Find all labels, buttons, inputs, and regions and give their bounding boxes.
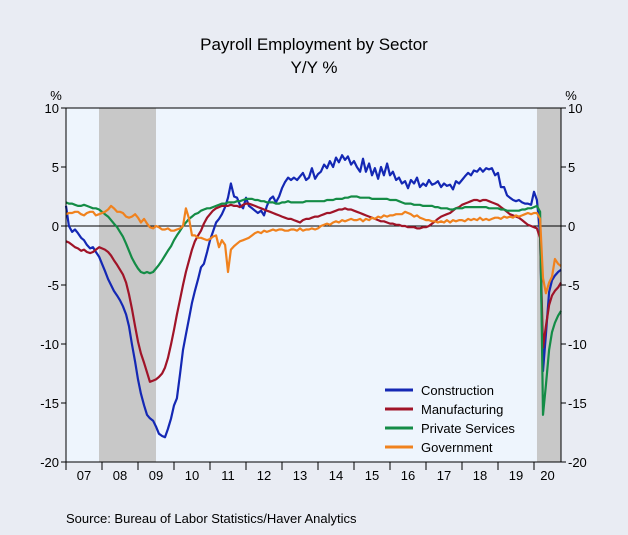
- y-tick-label-left: -15: [40, 396, 59, 411]
- y-tick-label-right: -10: [568, 337, 587, 352]
- legend-label-private-services: Private Services: [421, 421, 515, 436]
- legend: Construction Manufacturing Private Service…: [385, 383, 515, 455]
- y-tick-label-right: 5: [568, 160, 575, 175]
- series-line-private-services: [65, 195, 562, 416]
- y-tick-label-right: -15: [568, 396, 587, 411]
- x-tick-label: 19: [509, 468, 523, 483]
- x-tick-label: 11: [221, 468, 235, 483]
- y-tick-label-left: 5: [52, 160, 59, 175]
- x-tick-label: 17: [437, 468, 451, 483]
- x-tick-label: 16: [401, 468, 415, 483]
- legend-label-construction: Construction: [421, 383, 494, 398]
- x-tick-label: 13: [293, 468, 307, 483]
- y-tick-label-right: 0: [568, 219, 575, 234]
- y-tick-label-left: 0: [52, 219, 59, 234]
- y-tick-label-left: -5: [47, 278, 59, 293]
- legend-label-manufacturing: Manufacturing: [421, 402, 503, 417]
- x-tick-label: 15: [365, 468, 379, 483]
- series-line-construction: [64, 154, 562, 439]
- x-tick-label: 07: [77, 468, 91, 483]
- x-tick-label: 18: [473, 468, 487, 483]
- y-axis-left-unit: %: [50, 88, 62, 103]
- y-tick-label-right: 10: [568, 101, 582, 116]
- x-tick-label: 08: [113, 468, 127, 483]
- chart-subtitle: Y/Y %: [291, 58, 338, 77]
- source-note: Source: Bureau of Labor Statistics/Haver…: [66, 511, 357, 526]
- x-tick-label: 20: [540, 468, 554, 483]
- x-tick-label: 10: [185, 468, 199, 483]
- y-axis-right-unit: %: [565, 88, 577, 103]
- y-tick-label-left: -20: [40, 455, 59, 470]
- y-tick-label-right: -20: [568, 455, 587, 470]
- y-tick-label-left: -10: [40, 337, 59, 352]
- plot-area: 10 10 5 5 0 0 -5 -5 -10 -10 -15 -15 -20 -20 07 08 09 10 11…: [40, 101, 587, 483]
- plot-border: [65, 107, 562, 463]
- series-line-government: [65, 204, 562, 295]
- y-tick-label-left: 10: [45, 101, 59, 116]
- series-line-manufacturing: [65, 198, 562, 383]
- x-tick-label: 12: [257, 468, 271, 483]
- y-tick-label-right: -5: [568, 278, 580, 293]
- x-tick-label: 09: [149, 468, 163, 483]
- legend-label-government: Government: [421, 440, 493, 455]
- x-tick-label: 14: [329, 468, 343, 483]
- chart-title: Payroll Employment by Sector: [200, 35, 428, 54]
